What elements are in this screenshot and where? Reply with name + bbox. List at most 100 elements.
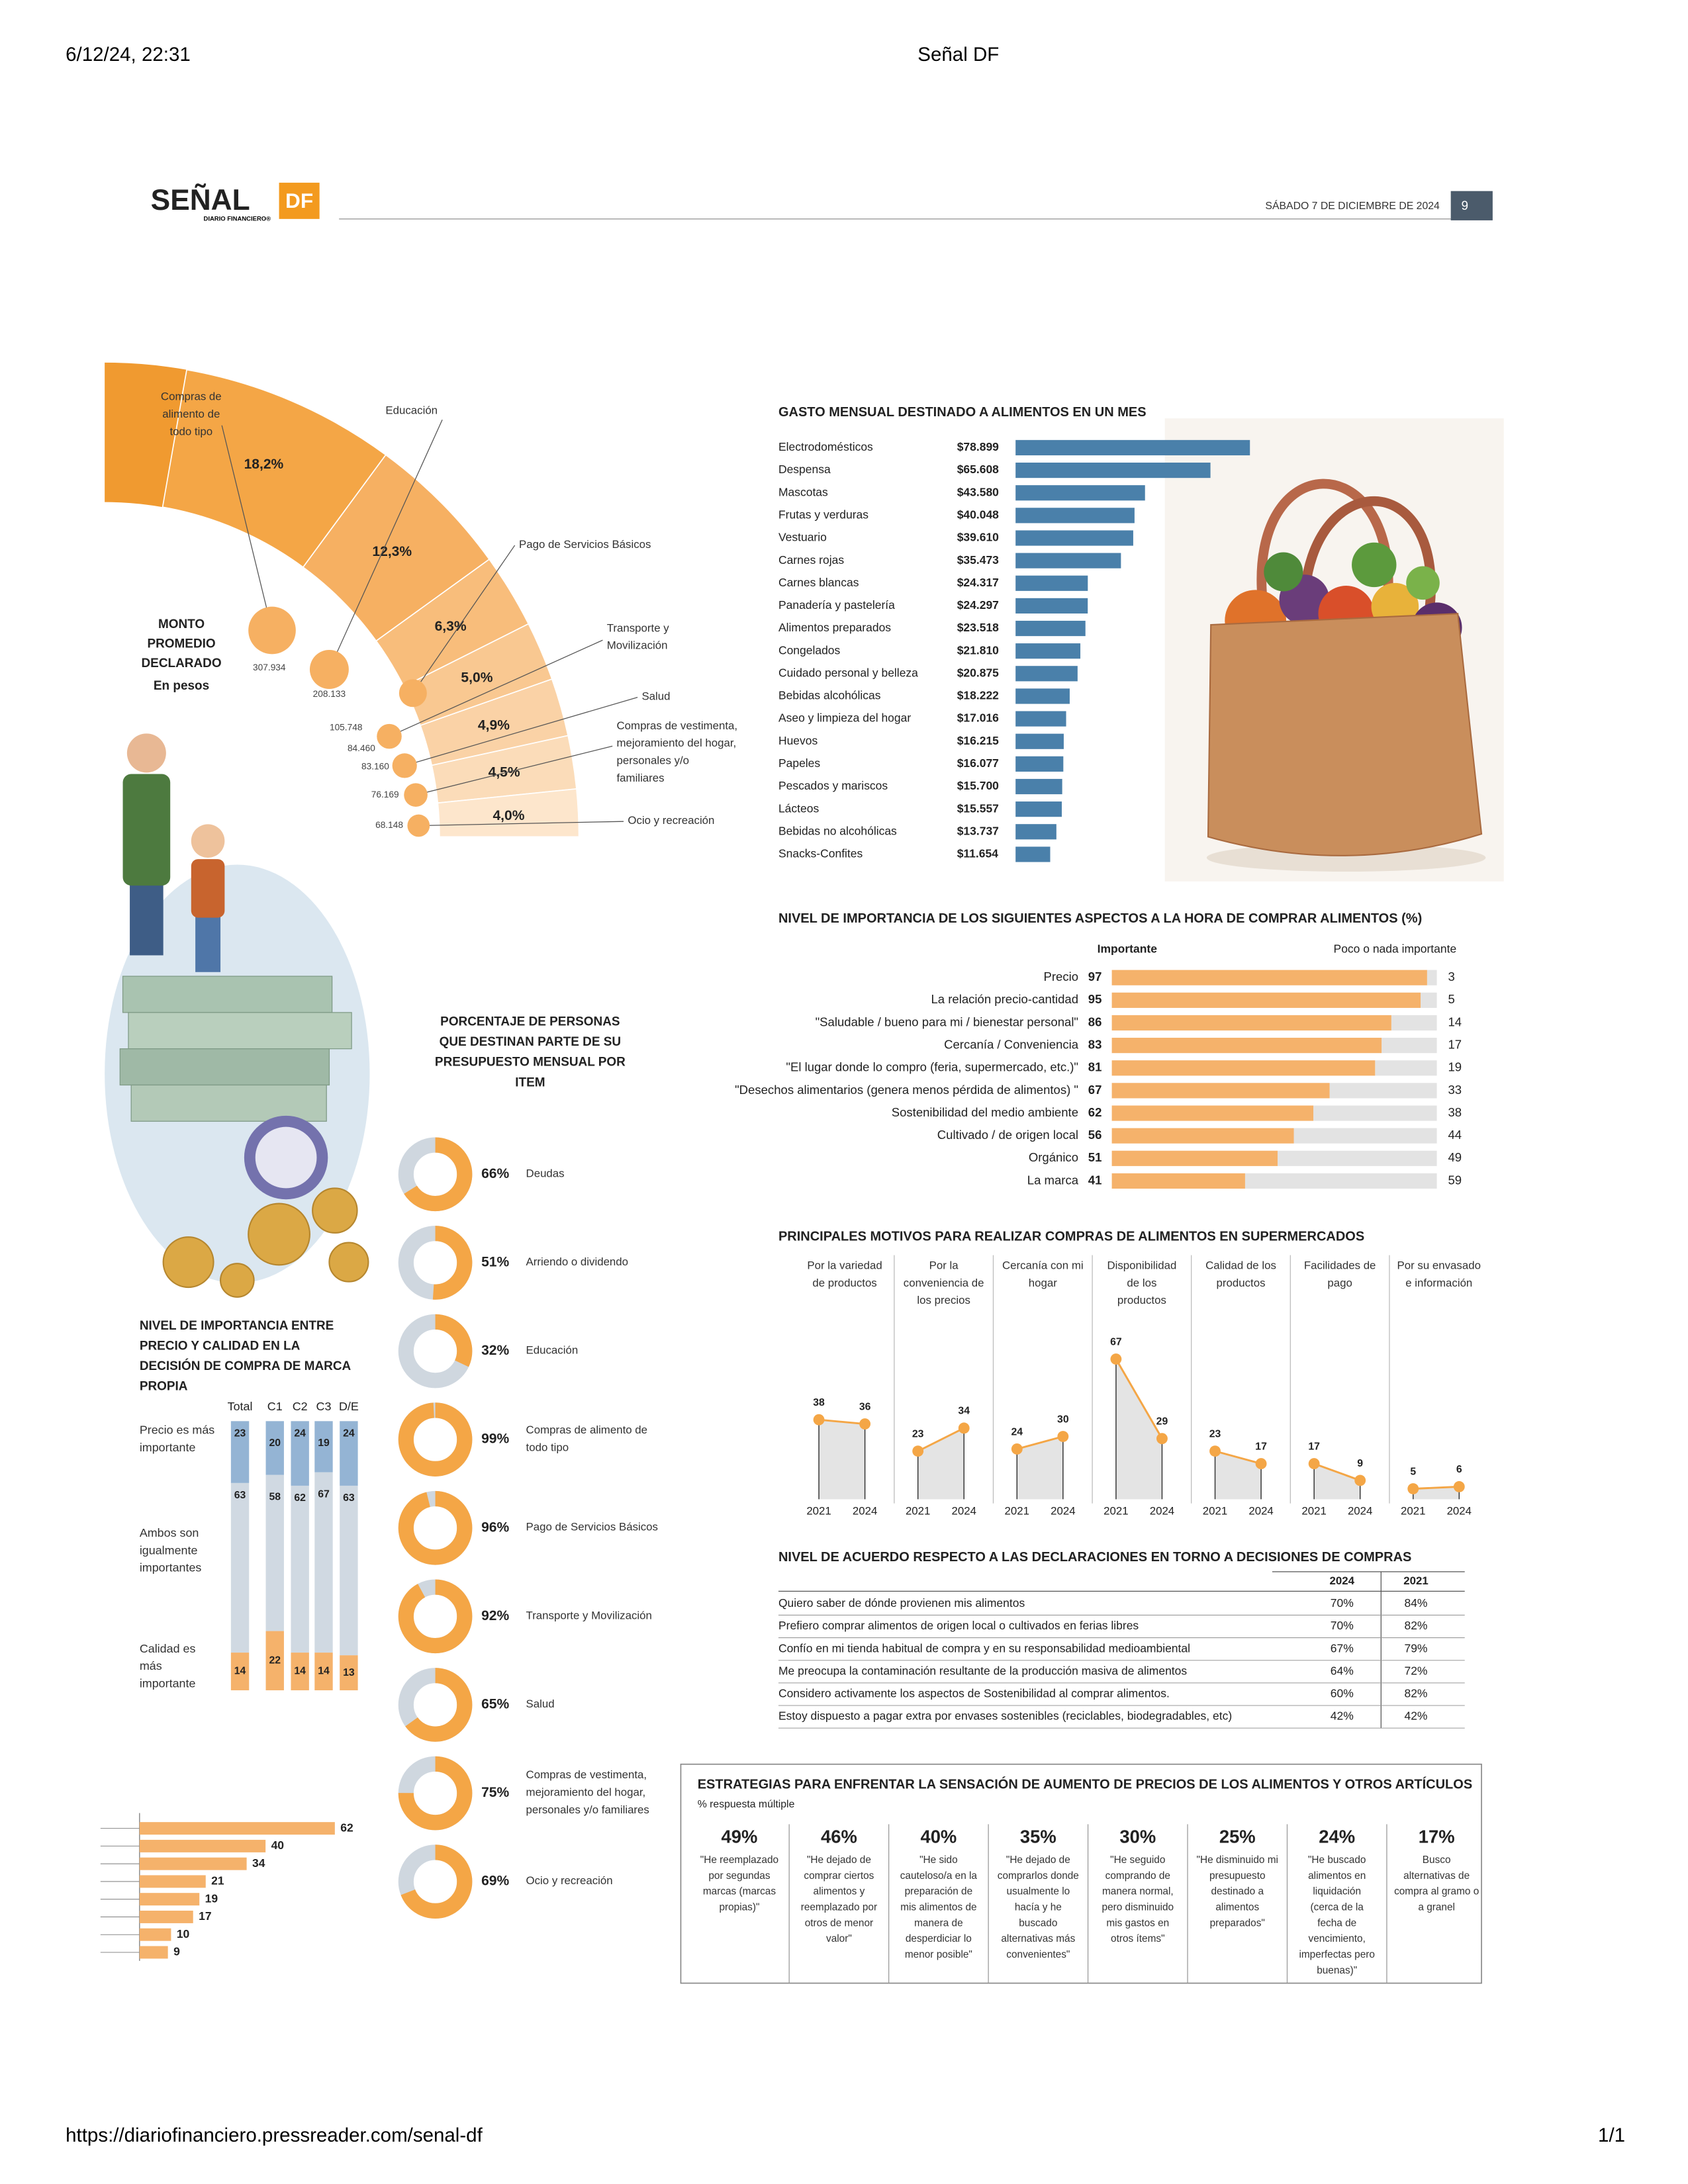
text-line: "He reemplazado bbox=[700, 1854, 778, 1866]
value-label: 59 bbox=[1448, 1173, 1462, 1187]
stat-value: 17% bbox=[1419, 1827, 1455, 1847]
text-line: marcas (marcas bbox=[703, 1886, 776, 1897]
coin bbox=[248, 1203, 310, 1266]
text-line: presupuesto bbox=[1209, 1870, 1266, 1882]
value-label: $65.608 bbox=[957, 463, 999, 476]
category-label: Transporte y Movilización bbox=[607, 622, 670, 652]
masthead-brand: SEÑAL bbox=[151, 183, 250, 216]
chart-subtitle: En pesos bbox=[154, 679, 209, 693]
text-line: igualmente bbox=[140, 1543, 198, 1557]
category-label: Orgánico bbox=[1029, 1150, 1078, 1164]
line bbox=[1215, 1450, 1262, 1465]
segment-label: 4,9% bbox=[478, 718, 510, 733]
table-cell: Estoy dispuesto a pagar extra por envase… bbox=[778, 1709, 1232, 1723]
stat-label: "He disminuido mi presupuesto destinado a a… bbox=[1197, 1854, 1278, 1929]
area bbox=[819, 1420, 865, 1500]
amount-circle bbox=[309, 650, 349, 689]
value-label: 99% bbox=[481, 1432, 509, 1447]
donut-arc bbox=[398, 1314, 473, 1388]
leader-line bbox=[412, 545, 516, 694]
line bbox=[917, 1427, 964, 1452]
legend-label: Precio es más importante bbox=[140, 1423, 214, 1453]
text-line: personales y/o familiares bbox=[526, 1803, 649, 1816]
column-segment bbox=[340, 1421, 358, 1486]
chart-title: NIVEL DE IMPORTANCIA ENTRE PRECIO Y CALID… bbox=[140, 1319, 352, 1394]
browser-date: 6/12/24, 22:31 bbox=[66, 44, 191, 66]
x-tick-label: 2021 bbox=[1401, 1505, 1425, 1518]
text-line: PROMEDIO bbox=[147, 637, 215, 651]
x-tick-label: C3 bbox=[316, 1400, 332, 1413]
value-label: 51 bbox=[1088, 1150, 1102, 1164]
category-label: Bebidas alcohólicas bbox=[778, 689, 881, 702]
bar bbox=[1015, 756, 1064, 772]
text-line: reemplazado por bbox=[801, 1902, 877, 1913]
stat-label: "He seguido comprando de manera normal, per… bbox=[1102, 1854, 1174, 1944]
category-label: Panadería y pastelería bbox=[778, 598, 895, 612]
text-line: hogar bbox=[1029, 1277, 1057, 1289]
text-line: otros de menor bbox=[805, 1917, 873, 1929]
text-line: manera normal, bbox=[1102, 1886, 1174, 1897]
stat-value: 24% bbox=[1319, 1827, 1355, 1847]
text-line: mejoramiento del hogar, bbox=[526, 1786, 646, 1799]
text-line: Calidad es bbox=[140, 1642, 196, 1655]
value-label: 22 bbox=[269, 1655, 281, 1666]
bar bbox=[1015, 620, 1086, 637]
category-label: Precio bbox=[1043, 970, 1078, 983]
value-label: 14 bbox=[234, 1666, 246, 1677]
value-label: 97 bbox=[1088, 970, 1102, 983]
money-stack bbox=[130, 1084, 327, 1122]
text-line: de productos bbox=[812, 1277, 876, 1289]
stat-value: 49% bbox=[722, 1827, 758, 1847]
value-label: $35.473 bbox=[957, 553, 999, 567]
table-cell: Confío en mi tienda habitual de compra y… bbox=[778, 1641, 1190, 1655]
value-label: 5 bbox=[1448, 992, 1454, 1006]
point bbox=[1011, 1443, 1023, 1455]
table-cell: Prefiero comprar alimentos de origen loc… bbox=[778, 1619, 1139, 1632]
legend-label: Importante bbox=[1098, 942, 1158, 956]
text-line: DECLARADO bbox=[141, 657, 221, 670]
area bbox=[1413, 1486, 1460, 1500]
text-line: más bbox=[140, 1659, 162, 1672]
bar bbox=[139, 1910, 193, 1923]
bar bbox=[1015, 643, 1081, 659]
x-tick-label: 2021 bbox=[1203, 1505, 1227, 1518]
value-label: 24 bbox=[343, 1428, 355, 1439]
value-label: 44 bbox=[1448, 1128, 1462, 1142]
bar bbox=[1111, 1083, 1330, 1099]
value-label: 34 bbox=[252, 1856, 265, 1870]
bar bbox=[1015, 666, 1078, 682]
table-cell: 60% bbox=[1331, 1687, 1354, 1700]
bar bbox=[1015, 598, 1088, 614]
text-line: imperfectas pero bbox=[1299, 1949, 1375, 1960]
value-label: 10 bbox=[177, 1927, 189, 1940]
leader-line bbox=[389, 639, 603, 737]
point bbox=[1308, 1458, 1320, 1470]
column-segment bbox=[265, 1421, 284, 1475]
column-header: 2021 bbox=[1403, 1574, 1428, 1587]
vegetable bbox=[1352, 542, 1397, 588]
table-cell: 70% bbox=[1331, 1596, 1354, 1610]
text-line: hacía y he bbox=[1015, 1902, 1062, 1913]
figure-legs bbox=[195, 913, 221, 972]
column-header: 2024 bbox=[1330, 1574, 1355, 1587]
value-label: 67 bbox=[1088, 1083, 1102, 1097]
x-tick-label: 2024 bbox=[1051, 1505, 1075, 1518]
bag-handle bbox=[1256, 478, 1393, 600]
masthead-date: SÁBADO 7 DE DICIEMBRE DE 2024 bbox=[1265, 199, 1440, 212]
text-line: NIVEL DE IMPORTANCIA ENTRE bbox=[140, 1319, 334, 1333]
point bbox=[1209, 1445, 1221, 1457]
category-label: Carnes rojas bbox=[778, 553, 844, 567]
text-line: fecha de bbox=[1317, 1917, 1356, 1929]
value-label: $15.700 bbox=[957, 779, 999, 792]
value-label: 62 bbox=[294, 1492, 306, 1504]
table-cell: 70% bbox=[1331, 1619, 1354, 1632]
value-label: $17.016 bbox=[957, 711, 999, 725]
value-label: $16.077 bbox=[957, 756, 999, 770]
text-line: alternativas de bbox=[1403, 1870, 1470, 1882]
stat-frame bbox=[680, 1763, 1482, 1984]
point bbox=[1354, 1475, 1366, 1486]
category-label: Compras de vestimenta, mejoramiento del h… bbox=[617, 719, 738, 784]
text-line: Salud bbox=[641, 690, 670, 703]
masthead-box bbox=[279, 183, 320, 219]
text-line: alimentos y bbox=[814, 1886, 865, 1897]
